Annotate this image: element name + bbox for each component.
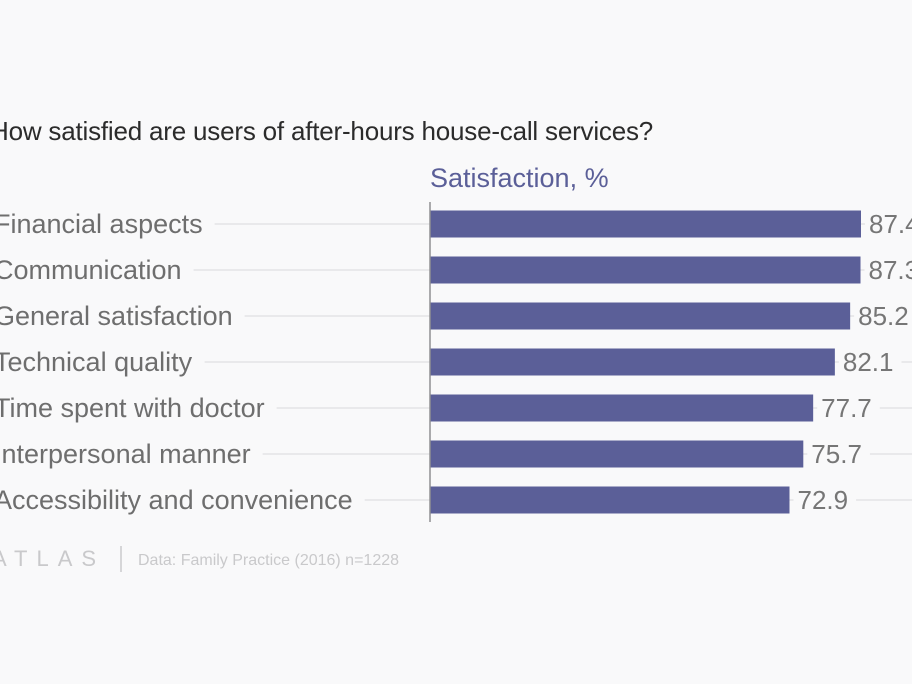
category-label: Accessibility and convenience — [0, 485, 353, 515]
category-label: Time spent with doctor — [0, 393, 265, 423]
label-backdrop — [0, 312, 245, 320]
bars-layer — [430, 210, 861, 514]
category-label: Technical quality — [0, 347, 193, 377]
value-backdrop — [807, 450, 870, 458]
bar — [430, 394, 814, 422]
value-backdrop — [793, 496, 857, 504]
footer: ATLAS Data: Family Practice (2016) n=122… — [0, 546, 399, 572]
label-backdrop — [0, 358, 205, 366]
atlas-logo: ATLAS — [0, 546, 105, 571]
bar — [430, 256, 861, 284]
value-label: 82.1 — [843, 347, 894, 377]
category-label: Financial aspects — [0, 209, 203, 239]
bar — [430, 210, 861, 238]
value-label: 72.9 — [797, 485, 848, 515]
value-backdrop — [817, 404, 880, 412]
bar — [430, 486, 790, 514]
value-backdrop — [854, 312, 912, 320]
labels-layer: Financial aspects 87.4 Communication 87.3 Ge… — [0, 209, 912, 515]
value-label: 87.3 — [869, 255, 912, 285]
label-backdrop — [0, 496, 365, 504]
category-label: General satisfaction — [0, 301, 233, 331]
value-backdrop — [864, 266, 912, 274]
series-label: Satisfaction, % — [430, 163, 609, 193]
chart-title: How satisfied are users of after-hours h… — [0, 116, 654, 146]
label-backdrop — [0, 266, 194, 274]
label-backdrop — [0, 450, 263, 458]
label-backdrop — [0, 404, 277, 412]
category-label: Communication — [0, 255, 182, 285]
bar — [430, 348, 835, 376]
bar — [430, 440, 804, 468]
value-label: 75.7 — [811, 439, 862, 469]
value-label: 85.2 — [858, 301, 909, 331]
value-label: 77.7 — [821, 393, 872, 423]
bar — [430, 302, 851, 330]
category-label: Interpersonal manner — [0, 439, 251, 469]
value-backdrop — [865, 220, 912, 228]
value-label: 87.4 — [869, 209, 912, 239]
label-backdrop — [0, 220, 215, 228]
value-backdrop — [838, 358, 902, 366]
data-source: Data: Family Practice (2016) n=1228 — [138, 552, 399, 569]
